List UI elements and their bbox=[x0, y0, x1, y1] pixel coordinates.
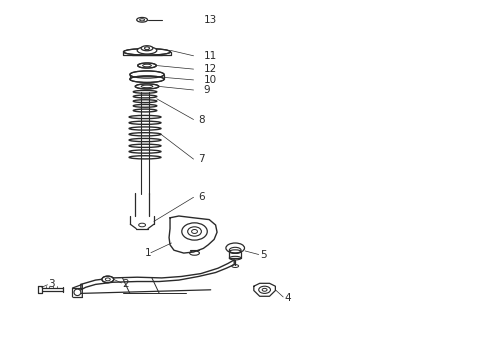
Text: 3: 3 bbox=[48, 279, 55, 289]
Ellipse shape bbox=[138, 63, 156, 68]
Ellipse shape bbox=[135, 84, 159, 89]
Text: 2: 2 bbox=[122, 279, 129, 289]
Text: 6: 6 bbox=[198, 192, 205, 202]
Text: 5: 5 bbox=[260, 249, 267, 260]
Text: 4: 4 bbox=[284, 293, 291, 303]
Text: 8: 8 bbox=[198, 114, 205, 125]
Ellipse shape bbox=[130, 76, 164, 82]
Text: 7: 7 bbox=[198, 154, 205, 164]
Text: 13: 13 bbox=[203, 15, 217, 25]
Text: 9: 9 bbox=[203, 85, 210, 95]
Text: 10: 10 bbox=[203, 75, 217, 85]
Text: 1: 1 bbox=[145, 248, 151, 258]
Text: 11: 11 bbox=[203, 51, 217, 61]
Text: 12: 12 bbox=[203, 64, 217, 74]
Ellipse shape bbox=[130, 71, 164, 78]
Ellipse shape bbox=[137, 47, 157, 54]
Ellipse shape bbox=[141, 46, 153, 51]
Ellipse shape bbox=[123, 49, 171, 55]
Ellipse shape bbox=[102, 276, 114, 283]
